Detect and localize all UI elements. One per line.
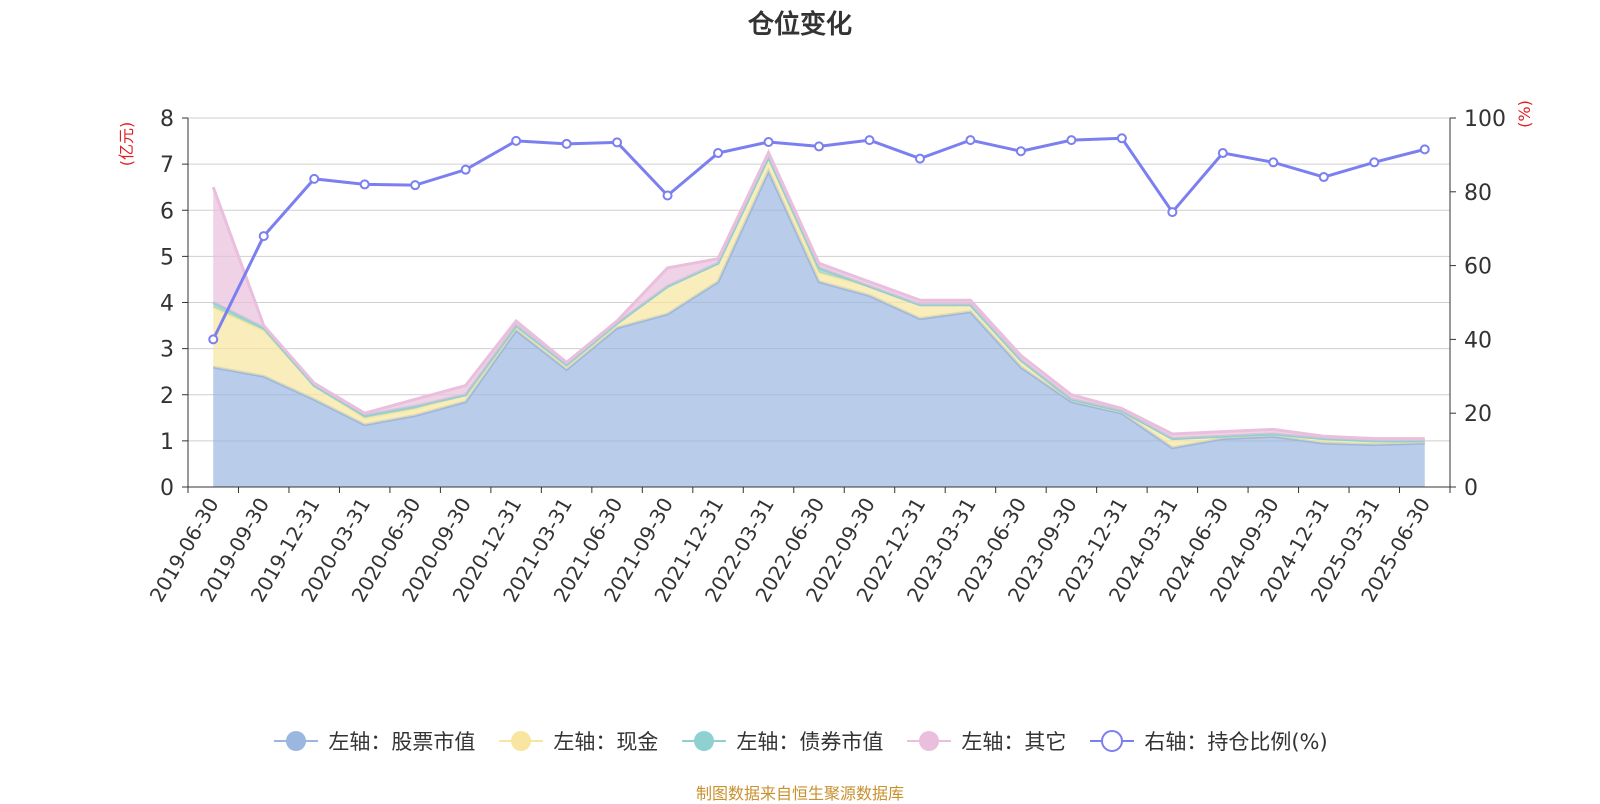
ratio-point [1419, 144, 1430, 155]
ratio-point [763, 136, 774, 147]
ratio-point [1369, 157, 1380, 168]
ratio-point [814, 141, 824, 152]
legend-label-ratio: 右轴：持仓比例(%) [1144, 730, 1328, 754]
ratio-point [208, 334, 219, 345]
data-source-note: 制图数据来自恒生聚源数据库 [695, 784, 904, 803]
ratio-point [1116, 133, 1127, 144]
legend-swatch-ratio [1090, 730, 1135, 752]
ratio-point [1066, 135, 1077, 146]
right-axis-tick-label: 20 [1464, 402, 1492, 427]
ratio-point [410, 180, 421, 191]
area-stock [213, 171, 1425, 487]
ratio-point [460, 164, 471, 175]
legend-swatch-other [907, 731, 952, 751]
ratio-point [1167, 207, 1178, 218]
legend-item-ratio[interactable]: 右轴：持仓比例(%) [1088, 726, 1328, 756]
legend-label-bond: 左轴：债券市值 [736, 730, 884, 754]
left-axis-tick-label: 4 [160, 292, 174, 317]
ratio-point [1268, 157, 1279, 168]
ratio-point [662, 190, 673, 201]
ratio-point [864, 135, 875, 146]
right-axis-tick-label: 100 [1464, 107, 1506, 132]
ratio-point [1217, 148, 1228, 159]
left-axis-tick-label: 3 [160, 338, 174, 363]
left-axis-tick-label: 5 [160, 245, 174, 270]
legend-swatch-cash [499, 731, 544, 751]
left-axis-tick-label: 7 [160, 153, 174, 178]
legend-label-cash: 左轴：现金 [553, 730, 659, 754]
ratio-point [561, 138, 572, 149]
left-axis-tick-label: 2 [160, 384, 174, 409]
legend-item-cash[interactable]: 左轴：现金 [497, 726, 658, 756]
right-axis-tick-label: 80 [1464, 181, 1492, 206]
ratio-point [965, 135, 976, 146]
ratio-point [1318, 172, 1329, 183]
left-axis-tick-label: 0 [160, 476, 174, 501]
legend-item-stock[interactable]: 左轴：股票市值 [272, 726, 475, 756]
legend-label-other: 左轴：其它 [961, 730, 1067, 754]
legend-swatch-bond [682, 731, 727, 751]
ratio-point [511, 135, 522, 146]
legend-item-other[interactable]: 左轴：其它 [905, 726, 1066, 756]
left-axis-tick-label: 6 [160, 199, 174, 224]
ratio-point [612, 137, 623, 148]
ratio-point [914, 153, 925, 164]
left-axis-unit: (亿元) [117, 122, 136, 167]
ratio-point [359, 179, 370, 190]
right-axis-unit: (%) [1515, 100, 1534, 128]
legend-swatch-stock [274, 731, 319, 751]
legend-item-bond[interactable]: 左轴：债券市值 [680, 726, 883, 756]
legend-label-stock: 左轴：股票市值 [328, 730, 476, 754]
left-axis-tick-label: 8 [160, 107, 174, 132]
chart-title: 仓位变化 [747, 10, 852, 40]
right-axis-tick-label: 60 [1464, 255, 1492, 280]
chart-legend: 左轴：股票市值 左轴：现金 左轴：债券市值 左轴：其它 右轴：持仓比例(%) [0, 726, 1600, 756]
ratio-point [309, 173, 320, 184]
ratio-point [1015, 146, 1026, 157]
right-axis-tick-label: 0 [1464, 476, 1478, 501]
ratio-point [258, 231, 269, 242]
area-other-line [211, 149, 1425, 441]
ratio-point [713, 148, 724, 159]
right-axis-tick-label: 40 [1464, 328, 1492, 353]
left-axis-tick-label: 1 [160, 430, 174, 455]
